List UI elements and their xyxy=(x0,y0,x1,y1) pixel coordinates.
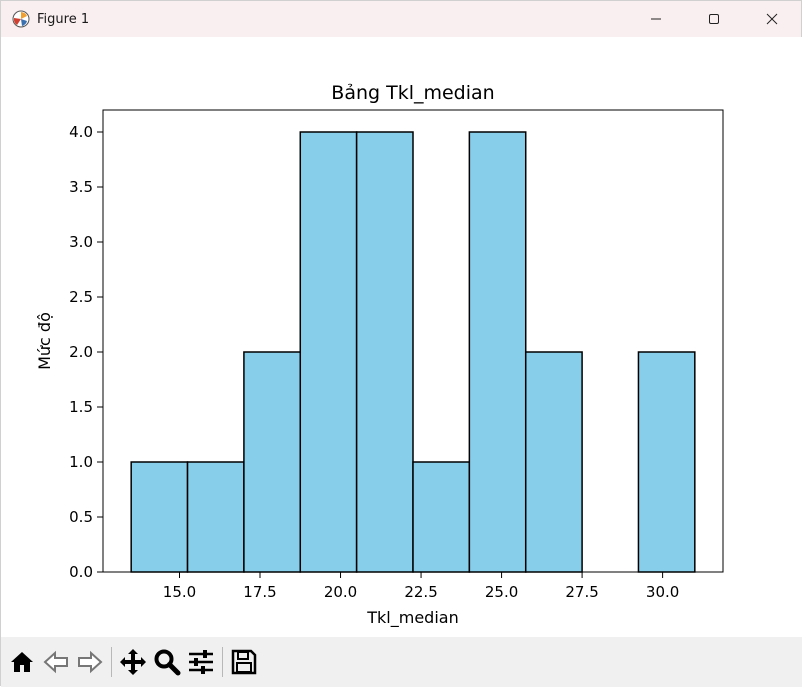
axes-frame xyxy=(102,109,724,573)
histogram-bar xyxy=(637,351,696,573)
home-button[interactable] xyxy=(5,645,39,679)
x-ticks-group: 15.0 17.5 20.0 22.5 25.0 27.5 30.0 xyxy=(163,572,679,601)
minimize-button[interactable] xyxy=(627,1,685,37)
toolbar-separator xyxy=(222,647,223,677)
maximize-icon xyxy=(709,14,719,24)
x-tick-label: 27.5 xyxy=(565,583,598,601)
x-tick-label: 22.5 xyxy=(404,583,437,601)
save-icon xyxy=(231,649,257,675)
save-button[interactable] xyxy=(227,645,261,679)
histogram-chart: Bảng Tkl_median 15.0 17.5 20.0 22.5 25.0 27.5… xyxy=(35,82,724,628)
y-tick-label: 2.5 xyxy=(69,288,93,306)
zoom-button[interactable] xyxy=(150,645,184,679)
window-controls xyxy=(627,1,801,37)
y-tick-label: 2.0 xyxy=(69,343,93,361)
close-button[interactable] xyxy=(743,1,801,37)
y-tick-label: 3.0 xyxy=(69,233,93,251)
x-tick-label: 20.0 xyxy=(324,583,357,601)
pan-button[interactable] xyxy=(116,645,150,679)
chart-title: Bảng Tkl_median xyxy=(331,82,494,104)
configure-subplots-icon xyxy=(189,650,213,674)
minimize-icon xyxy=(651,18,661,20)
histogram-bar xyxy=(299,131,358,573)
configure-subplots-button[interactable] xyxy=(184,645,218,679)
x-axis-label: Tkl_median xyxy=(366,608,458,628)
y-tick-label: 1.0 xyxy=(69,453,93,471)
bars-group xyxy=(130,131,696,573)
back-button[interactable] xyxy=(39,645,73,679)
histogram-bar xyxy=(412,461,471,573)
y-ticks-group: 0.0 0.5 1.0 1.5 2.0 2.5 3.0 3.5 4.0 xyxy=(69,123,103,581)
back-icon xyxy=(43,650,68,674)
histogram-bar xyxy=(468,131,527,573)
histogram-bar xyxy=(524,351,583,573)
y-tick-label: 3.5 xyxy=(69,178,93,196)
navigation-toolbar xyxy=(1,637,802,687)
figure-canvas[interactable]: Bảng Tkl_median 15.0 17.5 20.0 22.5 25.0 27.5… xyxy=(1,37,802,637)
histogram-bar xyxy=(186,461,245,573)
histogram-bar xyxy=(355,131,414,573)
toolbar-separator xyxy=(111,647,112,677)
forward-button[interactable] xyxy=(73,645,107,679)
home-icon xyxy=(11,652,33,672)
x-tick-label: 15.0 xyxy=(163,583,196,601)
x-tick-label: 30.0 xyxy=(646,583,679,601)
pan-icon xyxy=(120,649,146,675)
histogram-bar xyxy=(243,351,302,573)
close-icon xyxy=(766,13,778,25)
y-axis-label: Mức độ xyxy=(35,312,54,370)
forward-icon xyxy=(78,650,103,674)
matplotlib-icon xyxy=(11,9,31,29)
y-tick-label: 0.5 xyxy=(69,508,93,526)
y-tick-label: 4.0 xyxy=(69,123,93,141)
zoom-icon xyxy=(154,649,181,676)
y-tick-label: 1.5 xyxy=(69,398,93,416)
x-tick-label: 25.0 xyxy=(485,583,518,601)
x-tick-label: 17.5 xyxy=(243,583,276,601)
histogram-bar xyxy=(130,461,189,573)
title-bar[interactable]: Figure 1 xyxy=(1,1,801,37)
window-title: Figure 1 xyxy=(37,11,90,27)
maximize-button[interactable] xyxy=(685,1,743,37)
y-tick-label: 0.0 xyxy=(69,563,93,581)
